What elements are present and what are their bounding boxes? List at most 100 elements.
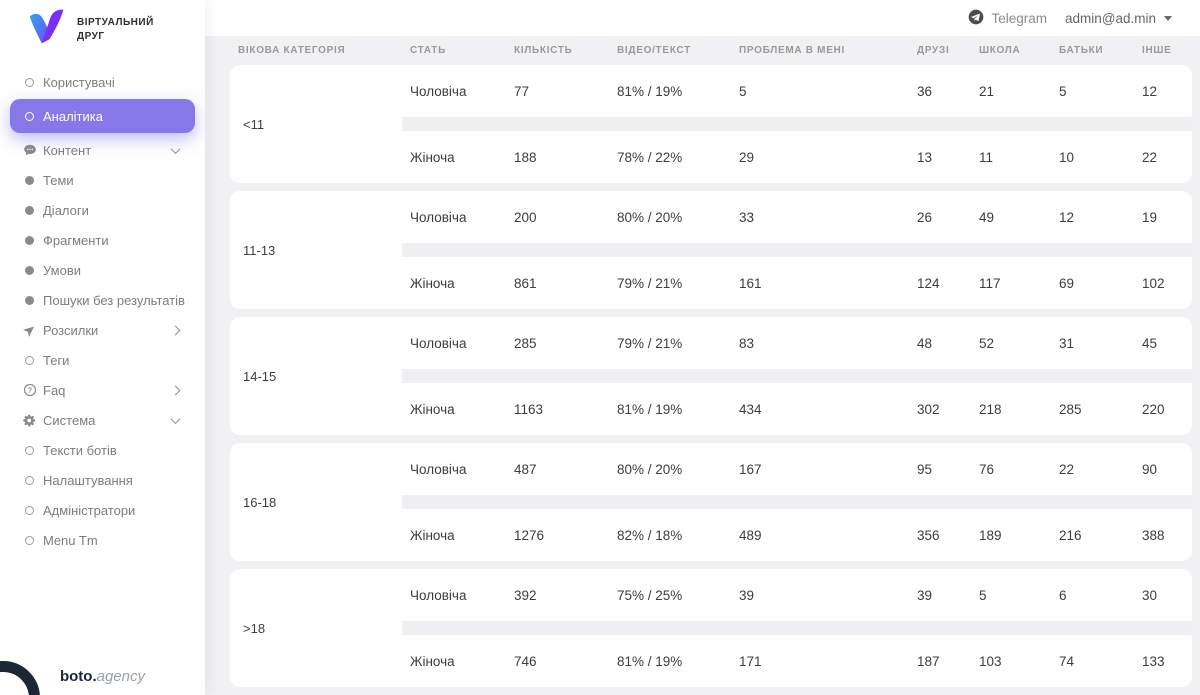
cell-gender: Жіноча (410, 653, 455, 669)
cell-friends: 13 (917, 149, 933, 165)
sidebar-item-settings[interactable]: Налаштування (0, 465, 205, 495)
table-row: Жіноча 746 81% / 19% 171 187 103 74 133 (402, 635, 1192, 687)
cell-parents: 285 (1059, 401, 1082, 417)
cell-friends: 356 (917, 527, 940, 543)
age-category-cell: 16-18 (230, 443, 402, 561)
sidebar-item-users[interactable]: Користувачі (0, 67, 205, 97)
age-category-cell: <11 (230, 65, 402, 183)
cell-video-text: 81% / 19% (617, 83, 683, 99)
cell-count: 1276 (514, 527, 545, 543)
brand[interactable]: ВІРТУАЛЬНИЙ ДРУГ (0, 0, 205, 61)
sidebar-item-label: Користувачі (43, 74, 115, 90)
circle-outline-icon (22, 77, 37, 87)
sidebar-item-conditions[interactable]: Умови (0, 255, 205, 285)
cell-problem-in-me: 5 (739, 83, 747, 99)
table-row: Чоловіча 285 79% / 21% 83 48 52 31 45 (402, 317, 1192, 369)
cell-problem-in-me: 171 (739, 653, 762, 669)
row-divider (402, 369, 1192, 383)
footer-logo-arc (0, 661, 40, 695)
sidebar-item-topics[interactable]: Теми (0, 165, 205, 195)
cell-video-text: 79% / 21% (617, 275, 683, 291)
age-category-label: 14-15 (243, 368, 277, 384)
table-row: Жіноча 1163 81% / 19% 434 302 218 285 220 (402, 383, 1192, 435)
cell-school: 117 (979, 275, 1001, 291)
table-header: ВІКОВА КАТЕГОРІЯ СТАТЬ КІЛЬКІСТЬ ВІДЕО/ТЕКС… (230, 36, 1192, 65)
footer-brand: boto.agency (0, 668, 205, 685)
column-header: ДРУЗІ (917, 45, 950, 57)
cell-school: 21 (979, 83, 995, 99)
cell-school: 189 (979, 527, 1002, 543)
cell-school: 103 (979, 653, 1002, 669)
sidebar-item-system[interactable]: Система (0, 405, 205, 435)
circle-filled-icon (22, 205, 37, 215)
cell-video-text: 80% / 20% (617, 209, 683, 225)
cell-other: 22 (1142, 149, 1158, 165)
cell-other: 220 (1142, 401, 1165, 417)
group-rows: Чоловіча 392 75% / 25% 39 39 5 6 30 Жіноча 746 81%… (402, 569, 1192, 687)
sidebar-item-bot-texts[interactable]: Тексти ботів (0, 435, 205, 465)
main-content: Telegram admin@ad.min ВІКОВА КАТЕГОРІЯ СТ… (205, 0, 1200, 695)
sidebar-item-content[interactable]: Контент (0, 135, 205, 165)
svg-text:?: ? (27, 388, 31, 395)
sidebar-item-label: Розсилки (43, 322, 99, 338)
column-header: ШКОЛА (979, 45, 1021, 57)
cell-friends: 187 (917, 653, 940, 669)
table-row: Жіноча 1276 82% / 18% 489 356 189 216 388 (402, 509, 1192, 561)
table-row: Чоловіча 392 75% / 25% 39 39 5 6 30 (402, 569, 1192, 621)
sidebar-item-label: Faq (43, 382, 66, 398)
cell-count: 487 (514, 461, 537, 477)
circle-filled-icon (22, 175, 37, 185)
cell-count: 861 (514, 275, 537, 291)
sidebar-item-fragments[interactable]: Фрагменти (0, 225, 205, 255)
sidebar-item-label: Умови (43, 262, 82, 278)
circle-filled-icon (22, 235, 37, 245)
brand-name: ВІРТУАЛЬНИЙ ДРУГ (77, 17, 154, 42)
cell-gender: Жіноча (410, 275, 455, 291)
sidebar-item-label: Теми (43, 172, 74, 188)
cell-parents: 6 (1059, 587, 1067, 603)
cell-video-text: 79% / 21% (617, 335, 683, 351)
sidebar-item-dialogs[interactable]: Діалоги (0, 195, 205, 225)
cell-friends: 302 (917, 401, 940, 417)
circle-filled-icon (22, 265, 37, 275)
user-menu[interactable]: admin@ad.min (1065, 11, 1172, 26)
sidebar-item-analytics[interactable]: Аналітика (10, 99, 195, 133)
cell-friends: 39 (917, 587, 933, 603)
table-row: Чоловіча 487 80% / 20% 167 95 76 22 90 (402, 443, 1192, 495)
sidebar-item-menu-tm[interactable]: Menu Tm (0, 525, 205, 555)
telegram-link[interactable]: Telegram (968, 9, 1047, 28)
age-category-label: <11 (243, 116, 265, 132)
cell-other: 102 (1142, 275, 1165, 291)
cell-other: 12 (1142, 83, 1158, 99)
brand-logo-icon (26, 8, 68, 51)
cell-count: 77 (514, 83, 530, 99)
cell-gender: Жіноча (410, 149, 455, 165)
cell-parents: 216 (1059, 527, 1082, 543)
topbar: Telegram admin@ad.min (205, 0, 1200, 37)
age-category-cell: 11-13 (230, 191, 402, 309)
sidebar-item-faq[interactable]: ? Faq (0, 375, 205, 405)
sidebar-item-mailings[interactable]: Розсилки (0, 315, 205, 345)
cell-parents: 5 (1059, 83, 1067, 99)
row-divider (402, 117, 1192, 131)
sidebar: ВІРТУАЛЬНИЙ ДРУГ Користувачі Аналітика Кон… (0, 0, 205, 695)
age-group-card: 16-18 Чоловіча 487 80% / 20% 167 95 76 22 90 Жіно… (230, 443, 1192, 561)
question-icon: ? (22, 383, 37, 397)
column-header: ВІДЕО/ТЕКСТ (617, 45, 691, 57)
chevron-down-icon (170, 143, 181, 154)
sidebar-item-administrators[interactable]: Адміністратори (0, 495, 205, 525)
sidebar-item-searches-no-results[interactable]: Пошуки без результатів (0, 285, 205, 315)
age-group-card: >18 Чоловіча 392 75% / 25% 39 39 5 6 30 Жіноча 746… (230, 569, 1192, 687)
cell-problem-in-me: 434 (739, 401, 762, 417)
cell-other: 133 (1142, 653, 1165, 669)
sidebar-item-label: Теги (43, 352, 70, 368)
circle-outline-icon (22, 475, 37, 485)
cell-parents: 10 (1059, 149, 1075, 165)
cell-count: 1163 (514, 401, 544, 417)
cell-video-text: 78% / 22% (617, 149, 683, 165)
sidebar-item-tags[interactable]: Теги (0, 345, 205, 375)
chevron-right-icon (170, 385, 181, 395)
table-row: Чоловіча 77 81% / 19% 5 36 21 5 12 (402, 65, 1192, 117)
cell-video-text: 81% / 19% (617, 653, 683, 669)
